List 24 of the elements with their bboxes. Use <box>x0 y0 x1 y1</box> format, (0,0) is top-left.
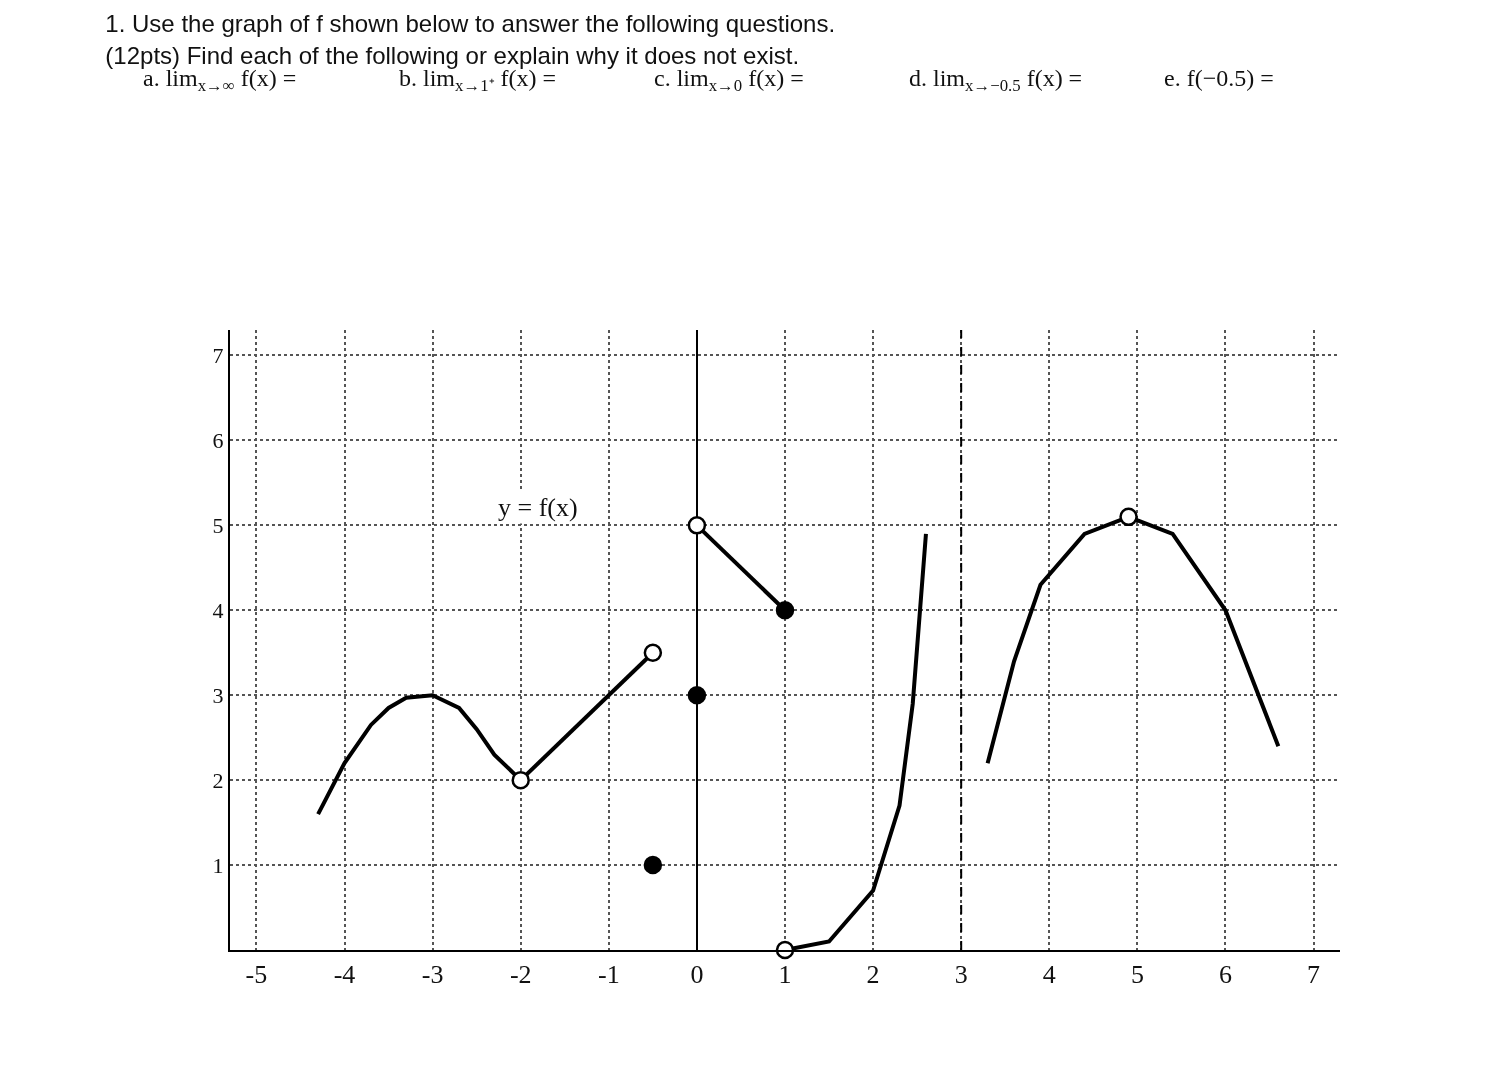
x-tick-label: 0 <box>690 960 704 990</box>
x-tick-label: -4 <box>333 960 356 990</box>
chart-title: 1. Use the graph of f shown below to answer the following questions. <box>105 10 836 38</box>
y-tick-label: 4 <box>212 597 224 623</box>
text: d. lim$_{x→−0.5}$ f(x) = <box>909 65 1083 96</box>
y-tick-label: 5 <box>212 513 224 539</box>
text: e. f(−0.5) = <box>1164 65 1274 91</box>
y-tick-label: 7 <box>212 343 224 369</box>
x-tick-label: 4 <box>1042 960 1056 990</box>
y-tick-label: 6 <box>212 428 224 454</box>
y-tick-label: 1 <box>212 852 224 878</box>
x-tick-label: -1 <box>597 960 620 990</box>
x-tick-label: -2 <box>509 960 532 990</box>
x-tick-label: -3 <box>421 960 444 990</box>
y-tick-label: 3 <box>212 682 224 708</box>
x-tick-label: 3 <box>954 960 968 990</box>
x-tick-label: 2 <box>866 960 880 990</box>
y-tick-label: 2 <box>212 767 224 793</box>
annotation: y = f(x) <box>498 493 578 522</box>
x-tick-label: -5 <box>245 960 268 990</box>
x-tick-label: 7 <box>1307 960 1321 990</box>
x-tick-label: 5 <box>1130 960 1144 990</box>
x-tick-label: 1 <box>778 960 792 990</box>
x-tick-label: 6 <box>1218 960 1232 990</box>
